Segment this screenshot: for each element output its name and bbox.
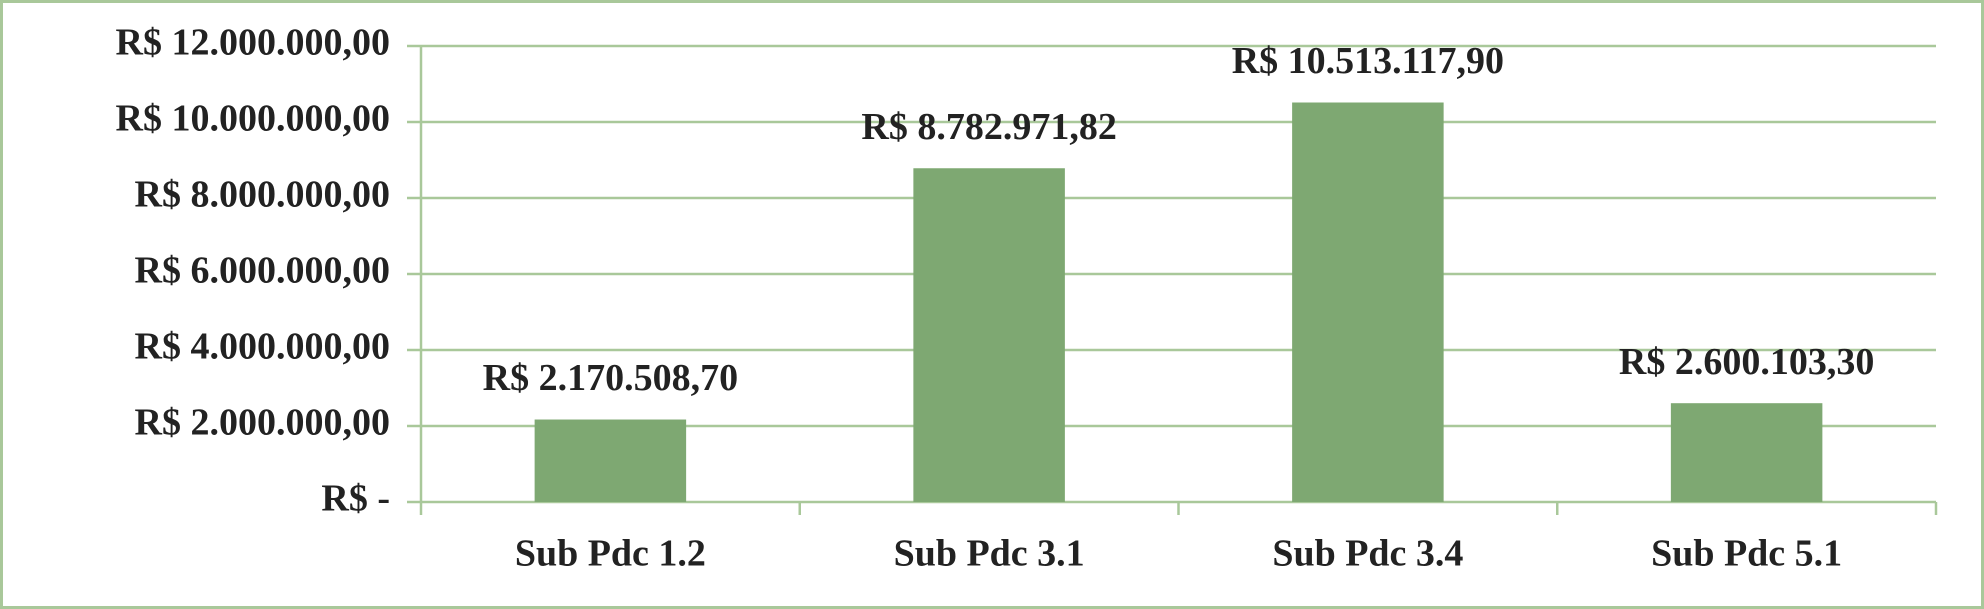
bar xyxy=(1292,102,1444,502)
y-tick-label: R$ 10.000.000,00 xyxy=(116,98,390,140)
value-label: R$ 10.513.117,90 xyxy=(1232,40,1504,82)
value-label: R$ 2.600.103,30 xyxy=(1619,341,1874,383)
bar xyxy=(1670,403,1823,502)
y-tick-label: R$ 6.000.000,00 xyxy=(135,250,390,292)
x-tick-label: Sub Pdc 3.1 xyxy=(894,533,1085,575)
bar xyxy=(913,168,1065,502)
y-tick-label: R$ 4.000.000,00 xyxy=(135,326,390,368)
value-label: R$ 2.170.508,70 xyxy=(483,357,738,399)
x-tick-label: Sub Pdc 1.2 xyxy=(515,533,706,575)
value-label: R$ 8.782.971,82 xyxy=(861,106,1116,148)
bar xyxy=(534,419,687,502)
y-tick-label: R$ 2.000.000,00 xyxy=(135,402,390,444)
y-tick-label: R$ - xyxy=(321,478,390,520)
y-tick-label: R$ 8.000.000,00 xyxy=(135,174,390,216)
y-tick-label: R$ 12.000.000,00 xyxy=(116,22,390,64)
x-tick-label: Sub Pdc 5.1 xyxy=(1651,533,1842,575)
x-tick-label: Sub Pdc 3.4 xyxy=(1272,533,1463,575)
